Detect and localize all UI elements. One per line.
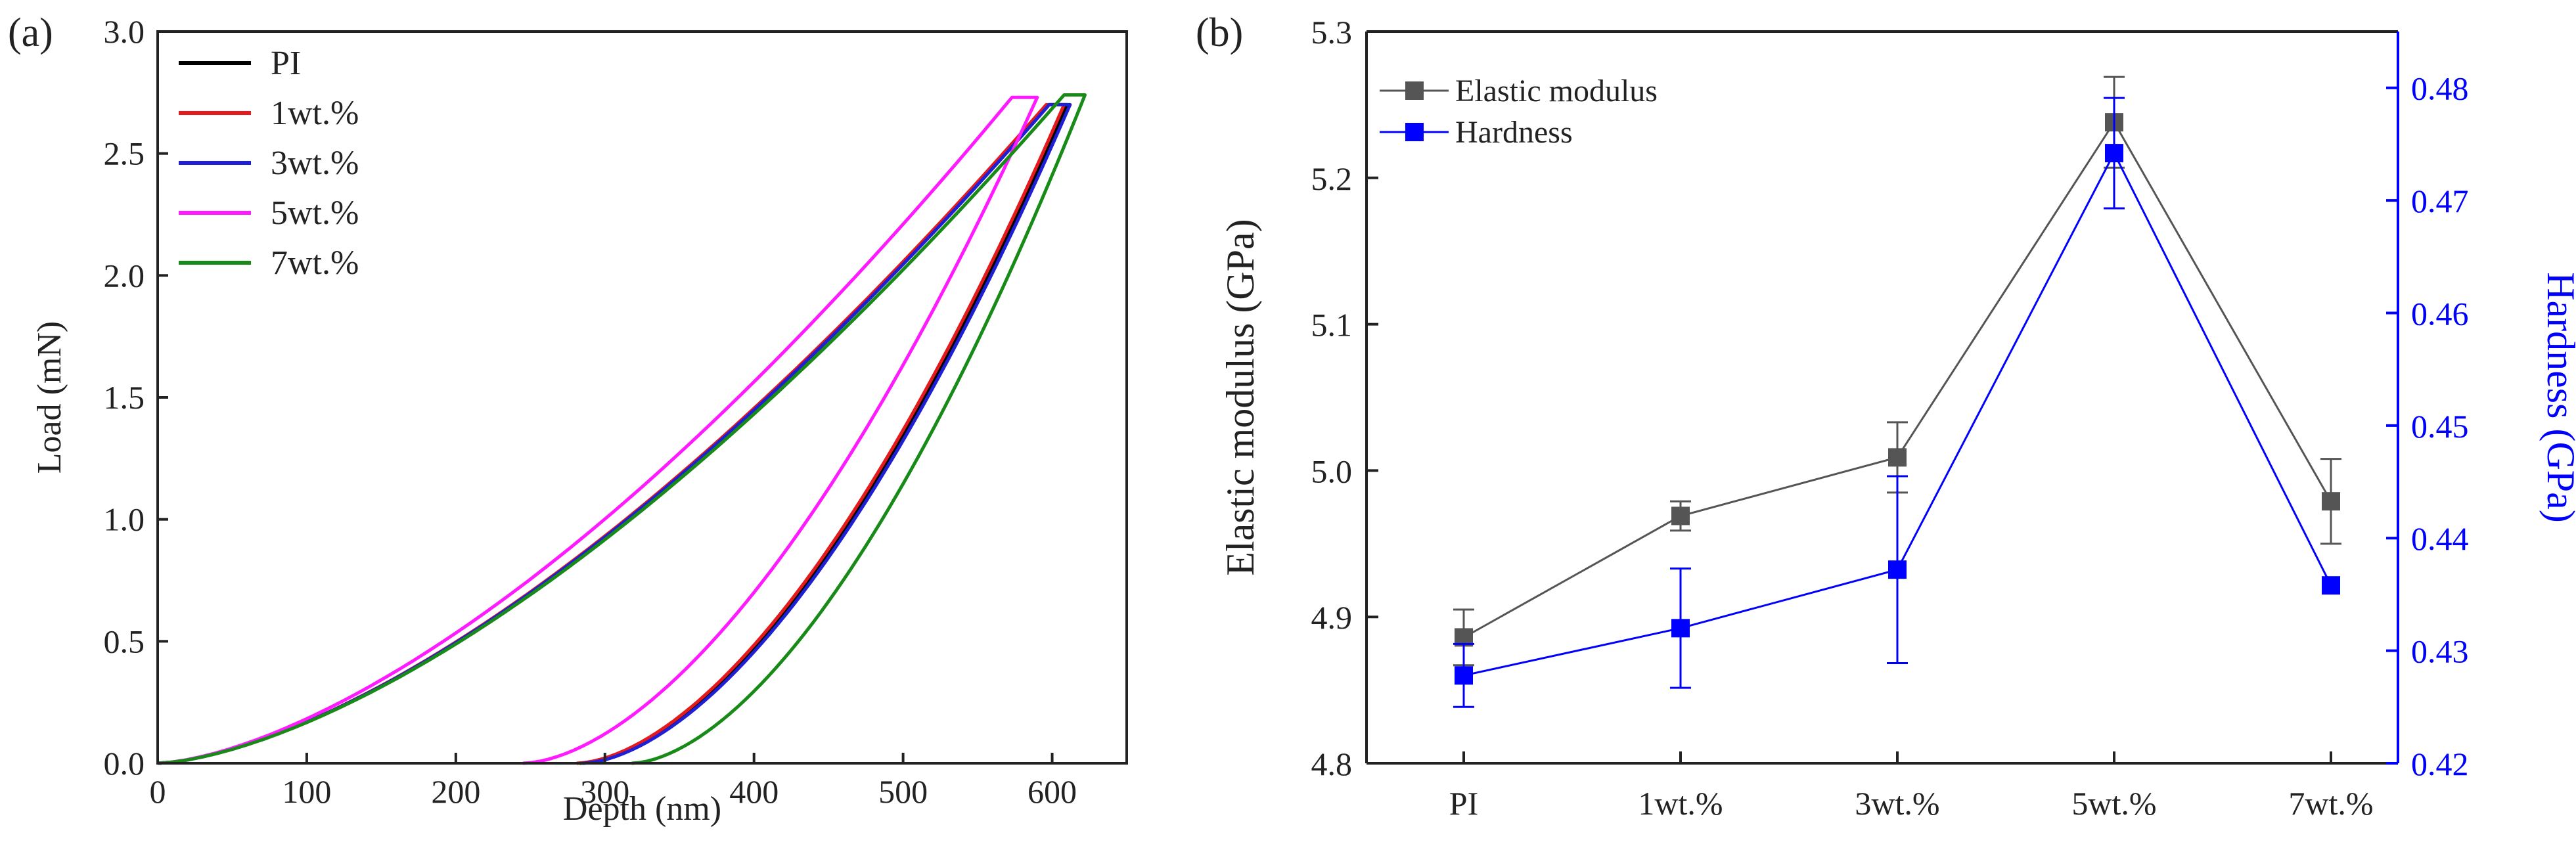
panel-a-y-axis-title: Load (mN) bbox=[31, 321, 68, 474]
y-tick-label: 0.5 bbox=[104, 623, 145, 659]
x-tick-label: 400 bbox=[729, 773, 779, 810]
data-point bbox=[1671, 619, 1690, 638]
series-hardness bbox=[1453, 97, 2340, 708]
x-tick-label: 0 bbox=[150, 773, 166, 810]
y-tick-label: 2.0 bbox=[104, 257, 145, 294]
panel-b-legend: Elastic modulus Hardness bbox=[1380, 74, 1658, 150]
panel-b-right-y-axis-title: Hardness (GPa) bbox=[2539, 272, 2576, 523]
right-y-tick-label: 0.45 bbox=[2411, 408, 2469, 445]
panel-a-curves bbox=[157, 93, 1087, 765]
x-tick-label: 300 bbox=[580, 773, 629, 810]
y-tick-label: 2.5 bbox=[104, 135, 145, 172]
panel-a-legend: PI 1wt.% 3wt.% 5wt.% 7wt.% bbox=[179, 45, 359, 282]
data-point bbox=[1888, 448, 1907, 467]
y-tick-label: 1.5 bbox=[104, 379, 145, 416]
legend-b-label-1: Hardness bbox=[1455, 115, 1573, 150]
panel-a-label: (a) bbox=[8, 11, 53, 55]
panel-b-axes: 4.8 4.9 5.0 5.1 5.2 5.3 0.42 0.43 0.44 0.45 0.46 0.… bbox=[1311, 14, 2469, 822]
right-y-tick-label: 0.42 bbox=[2411, 746, 2469, 782]
x-tick-label: PI bbox=[1449, 785, 1478, 822]
left-y-tick-label: 4.9 bbox=[1311, 599, 1353, 636]
load-curve-3 bbox=[157, 95, 1039, 765]
panel-a-axes: 0 100 200 300 400 500 600 0.0 0.5 1.0 1.5 2.0 2.5 3.0 bbox=[104, 13, 1077, 810]
panel-b-y-axis-title: Elastic modulus (GPa) bbox=[1219, 219, 1262, 575]
legend-b-label-0: Elastic modulus bbox=[1455, 74, 1658, 108]
y-tick-label: 1.0 bbox=[104, 501, 145, 538]
y-tick-label: 3.0 bbox=[104, 13, 145, 50]
y-tick-label: 0.0 bbox=[104, 745, 145, 782]
left-y-tick-label: 5.1 bbox=[1311, 307, 1353, 344]
panel-b-series bbox=[1453, 76, 2341, 708]
panel-a-x-axis-title: Depth (nm) bbox=[563, 790, 721, 828]
x-tick-label: 200 bbox=[431, 773, 480, 810]
data-point bbox=[2322, 576, 2340, 595]
right-y-tick-label: 0.47 bbox=[2411, 183, 2469, 219]
legend-a-label-3: 5wt.% bbox=[271, 194, 359, 232]
right-y-tick-label: 0.43 bbox=[2411, 633, 2469, 670]
legend-b-marker-1 bbox=[1405, 123, 1424, 141]
load-curve-4 bbox=[157, 93, 1087, 765]
panel-b-label: (b) bbox=[1196, 11, 1243, 55]
x-tick-label: 600 bbox=[1028, 773, 1077, 810]
data-point bbox=[1888, 560, 1907, 579]
x-tick-label: 7wt.% bbox=[2288, 785, 2373, 822]
right-y-tick-label: 0.44 bbox=[2411, 520, 2469, 557]
panel-b: (b) 4.8 4.9 5.0 5.1 5.2 5.3 0.42 0.43 0.44 0.45 0.… bbox=[1196, 11, 2576, 822]
legend-a-label-4: 7wt.% bbox=[271, 244, 359, 282]
data-point bbox=[1455, 666, 1473, 685]
legend-a-label-2: 3wt.% bbox=[271, 145, 359, 182]
x-tick-label: 5wt.% bbox=[2071, 785, 2156, 822]
data-point bbox=[2322, 492, 2340, 511]
x-tick-label: 3wt.% bbox=[1855, 785, 1939, 822]
data-point bbox=[1671, 506, 1690, 525]
left-y-tick-label: 5.0 bbox=[1311, 453, 1353, 489]
legend-b-marker-0 bbox=[1405, 81, 1424, 100]
panel-a: (a) 0 100 200 300 400 500 600 0.0 0.5 1.0 1.5 2.0 2.… bbox=[8, 11, 1128, 828]
data-point bbox=[2105, 144, 2123, 163]
series-elastic-modulus bbox=[1453, 76, 2341, 667]
left-y-tick-label: 5.3 bbox=[1311, 14, 1353, 51]
x-tick-label: 500 bbox=[878, 773, 928, 810]
left-y-tick-label: 5.2 bbox=[1311, 160, 1353, 197]
x-tick-label: 100 bbox=[282, 773, 331, 810]
legend-a-label-1: 1wt.% bbox=[271, 95, 359, 132]
right-y-tick-label: 0.46 bbox=[2411, 295, 2469, 332]
right-y-tick-label: 0.48 bbox=[2411, 70, 2469, 107]
legend-a-label-0: PI bbox=[271, 45, 301, 82]
left-y-tick-label: 4.8 bbox=[1311, 746, 1353, 782]
x-tick-label: 1wt.% bbox=[1638, 785, 1723, 822]
